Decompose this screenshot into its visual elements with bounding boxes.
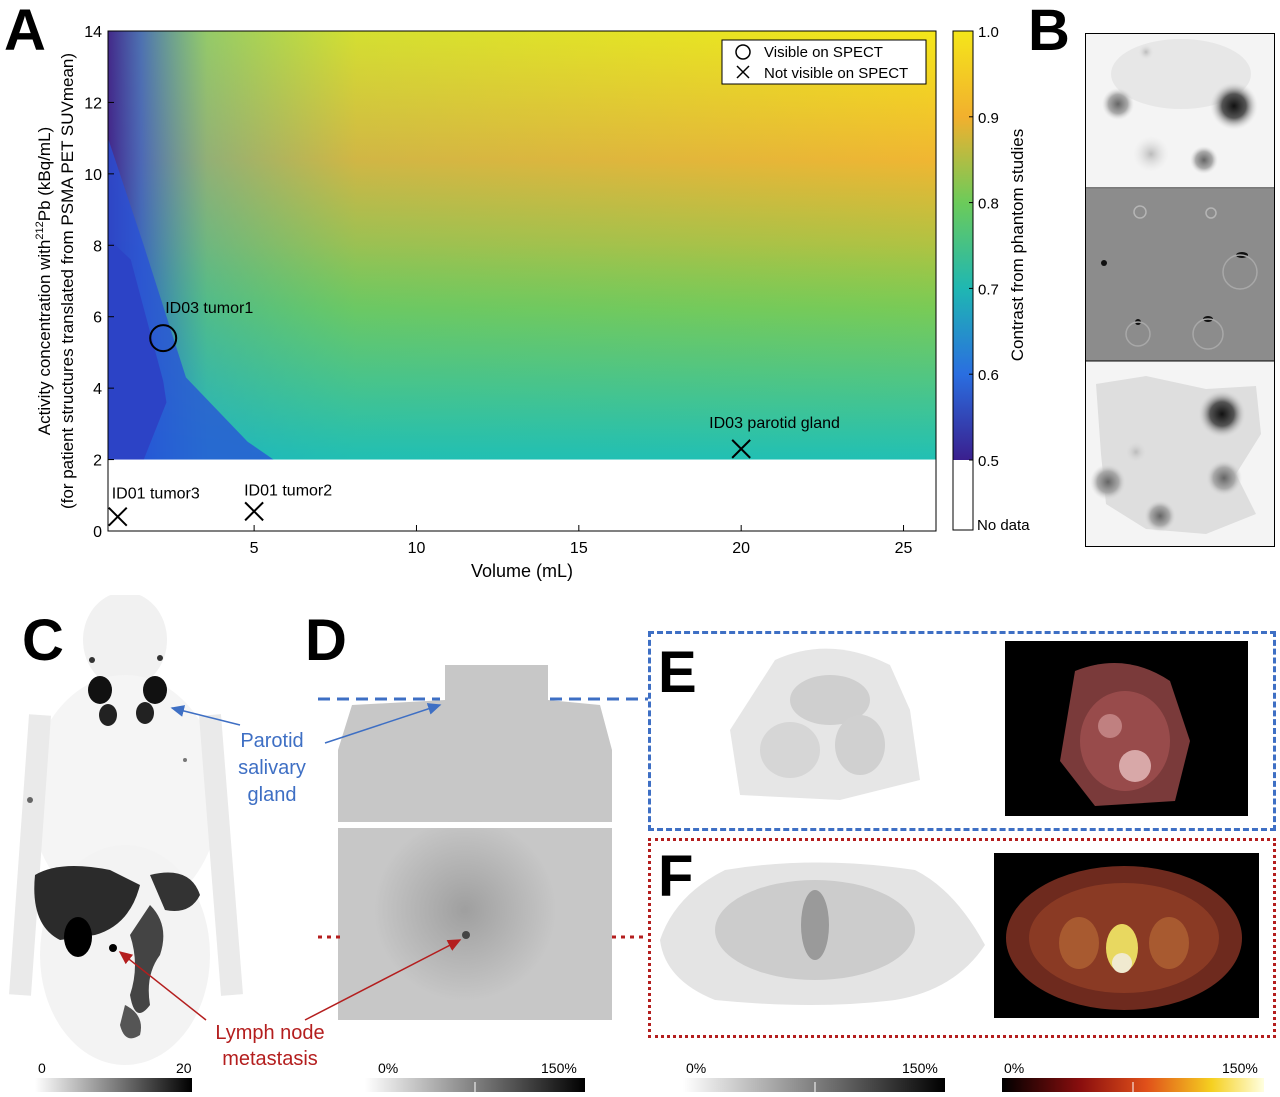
axial-spect-abdomen [660,862,985,1005]
low-contrast-edge [108,138,274,460]
parotid-left [88,676,112,704]
point-label: ID03 tumor1 [165,300,253,317]
y-tick-label: 2 [93,453,102,470]
point-label: ID01 tumor2 [244,482,332,499]
label-lymph-line2: metastasis [222,1048,318,1070]
point-label: ID01 tumor3 [112,486,200,503]
colorbar-no-data [953,460,973,530]
colorbar: 1.0 0.9 0.8 0.7 0.6 0.5 No data Contrast from… [952,24,1030,534]
arrow-lymph-d [304,939,462,1021]
y-axis-label-line1: Activity concentration with212Pb (kBq/mL… [34,127,54,435]
legend: Visible on SPECT Not visible on SPECT [721,39,927,85]
y-tick-label: 14 [84,24,102,41]
data-points: ID03 tumor1 ID03 parotid gland ID01 tumor3… [108,300,840,527]
slice-gap [338,822,612,828]
panel-letter-f: F [658,844,694,909]
y-tick-label: 0 [93,524,102,541]
contrast-heatmap-chart: 5 10 15 20 25 0 2 4 6 8 10 12 14 Volume (mL) Activi… [34,24,1030,581]
colorbar-frame [952,30,974,531]
panel-letter-a: A [4,0,46,63]
lymph-node-d [462,931,470,939]
legend-entry-not-visible: Not visible on SPECT [764,65,908,82]
scalebar-c-max: 20 [176,1060,192,1076]
scalebar-e-min: 0% [686,1060,707,1076]
no-data-region [108,459,936,531]
scalebar-e-max: 150% [902,1060,938,1076]
legend-x-marker [736,65,750,79]
colorbar-label: Contrast from phantom studies [1008,129,1027,361]
marker-not-visible [108,507,128,527]
y-tick-label: 6 [93,310,102,327]
colorbar-tick-label: 0.7 [978,281,999,298]
legend-circle-marker [735,44,751,60]
scalebar-f-min: 0% [1004,1060,1025,1076]
scale-bars [35,1078,1264,1092]
label-lymph-line1: Lymph node [215,1022,325,1044]
lymph-node-c [109,944,117,952]
x-tick-label: 10 [408,540,426,557]
y-tick-label: 8 [93,238,102,255]
x-tick-label: 15 [570,540,588,557]
panel-e-frame [648,631,1276,831]
scalebar-c-min: 0 [38,1060,46,1076]
y-axis-label-line2: (for patient structures translated from … [58,53,77,509]
phantom-ct [1086,189,1274,361]
arrow-parotid-c [170,705,241,726]
y-tick-label: 10 [84,167,102,184]
legend-entry-visible: Visible on SPECT [764,44,883,61]
phantom-images [1085,33,1275,547]
arrow-parotid-d [324,703,442,744]
parotid-right [143,676,167,704]
kidney-left [64,917,92,957]
scalebar-d-max: 150% [541,1060,577,1076]
x-tick-label: 25 [895,540,913,557]
panel-letter-b: B [1028,0,1070,63]
spleen [150,872,200,911]
axial-fused-head [1005,641,1248,816]
axial-fused-abdomen [994,853,1259,1018]
marker-not-visible [731,439,751,459]
x-axis: 5 10 15 20 25 [250,525,913,557]
label-parotid-line1: Parotid [240,730,304,752]
colorbar-tick-label: 0.5 [978,453,999,470]
colorbar-tick-label: 0.9 [978,110,999,127]
phantom-image-stack [1086,34,1274,546]
panel-f-frame [648,838,1276,1038]
panel-letter-d: D [305,608,347,673]
y-tick-label: 12 [84,95,102,112]
liver [34,866,140,940]
colorbar-tick-label: 1.0 [978,24,999,41]
label-parotid: Parotid salivary gland [232,728,312,809]
x-axis-label: Volume (mL) [471,561,573,581]
scalebar-f-max: 150% [1222,1060,1258,1076]
colorbar-tick-label: 0.8 [978,196,999,213]
label-parotid-line3: gland [247,784,297,806]
head-silhouette [83,595,167,688]
scalebar-c [35,1078,192,1092]
x-tick-label: 5 [250,540,259,557]
legend-box [721,39,927,85]
colorbar-no-data-label: No data [977,517,1030,534]
colorbar-gradient [953,31,973,460]
axes-frame [107,30,937,532]
panel-letter-e: E [658,640,697,705]
arrow-lymph-c [118,951,207,1021]
colorbar-tick-label: 0.6 [978,367,999,384]
x-tick-label: 20 [732,540,750,557]
coronal-spect-image [338,665,612,1020]
marker-not-visible [244,501,264,522]
annotation-arrows [118,697,648,1021]
y-tick-label: 4 [93,381,102,398]
panel-letter-c: C [22,608,64,673]
point-label: ID03 parotid gland [709,415,840,432]
scalebar-e [683,1078,945,1092]
axial-spect-head [730,648,920,800]
label-parotid-line2: salivary [238,757,306,779]
marker-visible [149,324,178,353]
label-lymph-node: Lymph node metastasis [195,1020,345,1072]
scalebar-d-min: 0% [378,1060,399,1076]
heatmap-area [108,31,936,531]
y-axis: 0 2 4 6 8 10 12 14 [84,24,114,541]
